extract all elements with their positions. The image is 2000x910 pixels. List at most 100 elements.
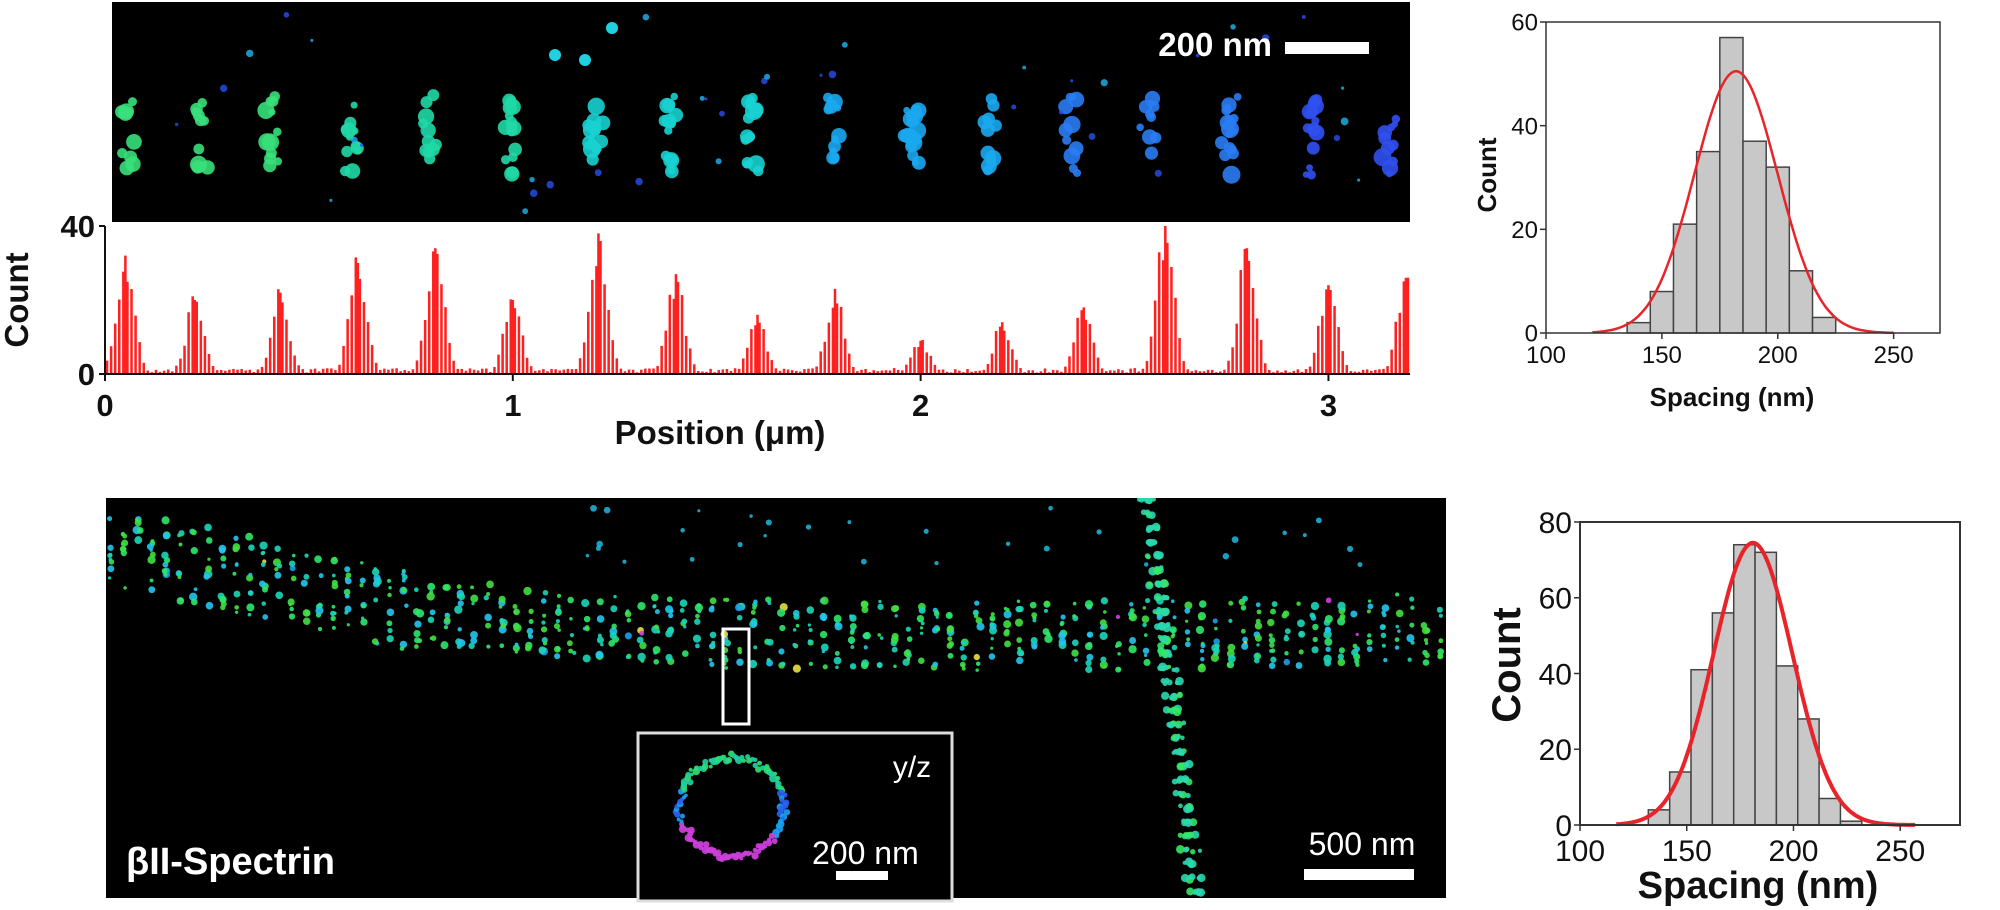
spectrin-localization xyxy=(637,601,646,611)
spectrin-localization xyxy=(1086,631,1094,638)
spectrin-localization xyxy=(1395,624,1400,629)
profile-bar xyxy=(260,366,264,374)
spectrin-localization xyxy=(807,623,812,627)
spectrin-localization xyxy=(583,615,591,623)
spectrin-localization xyxy=(1042,628,1050,635)
profile-bar xyxy=(277,289,280,374)
ht-xtick-label: 200 xyxy=(1758,342,1798,369)
profile-bar xyxy=(1259,339,1263,374)
spectrin-localization xyxy=(1197,873,1206,883)
spectrin-localization xyxy=(276,563,283,569)
spectrin-localization xyxy=(135,518,139,522)
histogram-top: 0 20 40 60 100 150 200 250 Count Spacing (nm) xyxy=(1472,10,1941,412)
spectrin-localization xyxy=(833,614,842,623)
profile-bar xyxy=(432,251,435,374)
profile-bar xyxy=(697,370,700,374)
spectrin-localization xyxy=(1212,618,1218,624)
spectrin-localization xyxy=(1164,677,1170,683)
spectrin-localization xyxy=(1170,706,1178,713)
profile-bar xyxy=(1308,366,1312,374)
profile-bar xyxy=(835,303,839,374)
spectrin-localization xyxy=(1380,632,1387,639)
spectrin-localization xyxy=(608,640,615,647)
spectrin-localization xyxy=(1170,692,1178,700)
top-localization xyxy=(1070,79,1074,83)
spectrin-localization xyxy=(1226,661,1235,669)
spectrin-localization xyxy=(935,615,939,619)
spectrin-localization xyxy=(318,573,324,579)
profile-bar xyxy=(138,342,141,374)
spectrin-localization xyxy=(542,589,549,596)
spectrin-localization xyxy=(1381,643,1386,648)
profile-bar xyxy=(974,371,977,374)
profile-bar xyxy=(1166,242,1169,374)
spectrin-localization xyxy=(653,659,660,665)
profile-bar xyxy=(1333,306,1336,374)
top-localization xyxy=(1306,164,1313,172)
spectrin-localization xyxy=(1147,498,1153,503)
spectrin-localization xyxy=(470,585,474,590)
spectrin-localization xyxy=(1395,592,1400,597)
spectrin-localization xyxy=(1176,691,1183,699)
spectrin-localization xyxy=(668,612,674,619)
inset-localization xyxy=(769,774,777,783)
top-localization xyxy=(1100,79,1108,87)
inset-localization xyxy=(768,832,776,839)
profile-bar xyxy=(933,364,937,374)
profile-peak-bar xyxy=(1404,277,1408,374)
spectrin-localization xyxy=(1160,678,1166,684)
profile-bar xyxy=(211,365,215,374)
spectrin-localization xyxy=(1071,639,1079,647)
spectrin-localization xyxy=(557,628,561,632)
spectrin-localization xyxy=(1043,608,1049,613)
spectrin-localization xyxy=(709,597,717,605)
profile-bar xyxy=(896,369,900,374)
spectrin-localization xyxy=(513,608,520,616)
profile-bar xyxy=(485,368,488,374)
profile-bar xyxy=(1263,363,1267,374)
spectrin-localization xyxy=(1210,653,1220,662)
spectrin-localization xyxy=(1177,748,1185,756)
ht-bin xyxy=(1765,166,1791,334)
top-localization xyxy=(591,143,602,154)
ht-ytick-label: 0 xyxy=(1525,321,1538,348)
profile-bar xyxy=(1157,252,1161,374)
profile-bar xyxy=(1329,289,1332,374)
spectrin-localization xyxy=(401,587,407,593)
spectrin-localization xyxy=(1228,600,1234,606)
profile-bar xyxy=(387,369,390,374)
top-localization xyxy=(664,153,678,167)
spectrin-localization xyxy=(651,593,659,602)
spectrin-localization xyxy=(1309,612,1315,618)
spectrin-localization xyxy=(1184,629,1191,635)
spectrin-localization xyxy=(1240,628,1246,634)
profile-bar xyxy=(374,362,378,374)
profile-bar xyxy=(550,368,553,374)
profile-bar xyxy=(546,371,549,374)
spectrin-localization xyxy=(1145,526,1152,533)
spectrin-localization xyxy=(877,603,884,610)
profile-bar xyxy=(1141,368,1145,374)
spectrin-localization xyxy=(178,542,183,547)
spectrin-localization xyxy=(1155,580,1163,588)
top-localization xyxy=(1221,120,1239,139)
profile-bar xyxy=(342,345,345,374)
profile-bar xyxy=(970,371,973,374)
profile-bar xyxy=(737,368,741,374)
profile-ytick-label: 0 xyxy=(78,357,95,392)
spectrin-localization xyxy=(1397,629,1401,633)
spectrin-localization xyxy=(694,618,701,625)
spectrin-localization xyxy=(542,613,547,618)
inset-localization xyxy=(725,756,733,764)
profile-peak-bar xyxy=(434,248,437,374)
top-localization xyxy=(549,49,561,61)
spectrin-localization xyxy=(414,587,419,593)
spectrin-localization xyxy=(1058,631,1066,640)
top-localization xyxy=(421,134,435,148)
spectrin-localization xyxy=(1311,646,1319,654)
top-localization xyxy=(1307,97,1324,115)
spectrin-localization xyxy=(1315,517,1322,524)
spectrin-localization xyxy=(386,620,393,627)
profile-bar xyxy=(513,308,517,374)
spectrin-localization xyxy=(1269,642,1275,648)
